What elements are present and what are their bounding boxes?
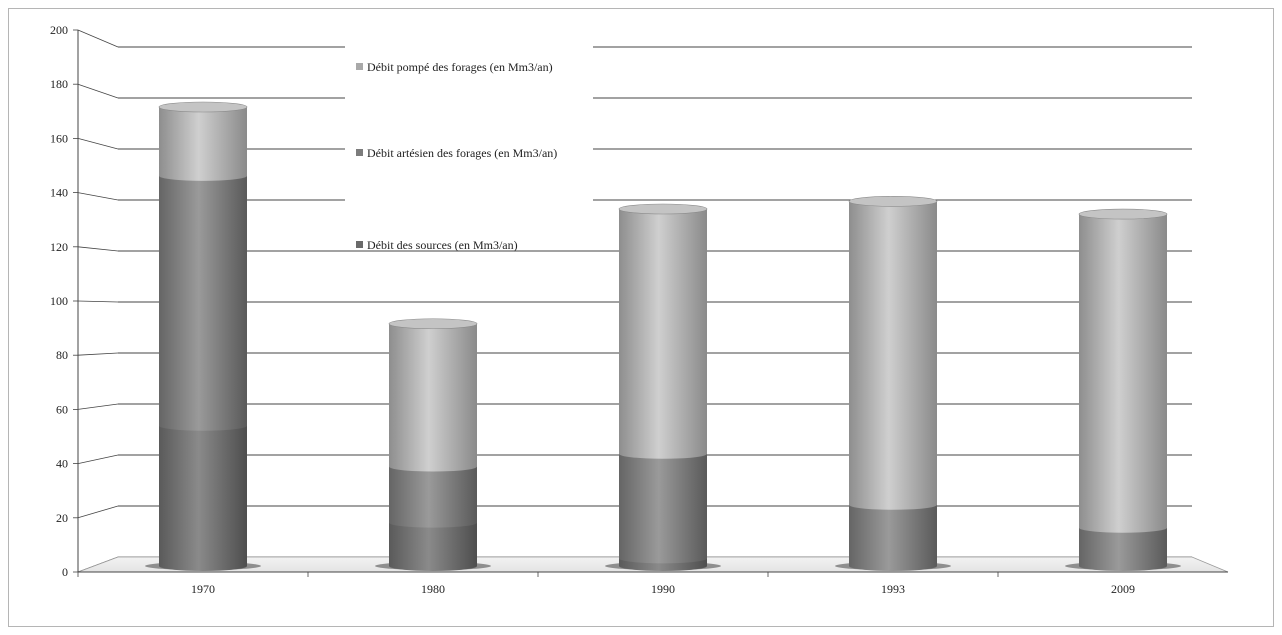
bar-segment-1980-2 xyxy=(389,323,477,472)
bar-segment-1990-2 xyxy=(619,209,707,459)
y-tick-label: 140 xyxy=(50,186,68,200)
bar-body xyxy=(159,107,247,181)
grid-diagonal xyxy=(77,454,119,464)
y-tick-label: 40 xyxy=(56,457,68,471)
bar-top-cap xyxy=(848,196,938,207)
bars-layer xyxy=(145,101,1181,571)
y-tick-label: 80 xyxy=(56,348,68,362)
x-tick-label: 1993 xyxy=(881,582,905,596)
bar-segment-1990-1 xyxy=(619,453,707,564)
bar-body xyxy=(619,453,707,564)
bar-segment-1980-0 xyxy=(389,522,477,571)
bar-segment-1993-2 xyxy=(849,201,937,510)
y-tick-label: 100 xyxy=(50,294,68,308)
legend-swatch xyxy=(356,149,363,156)
bar-body xyxy=(1079,527,1167,571)
bar-segment-1970-0 xyxy=(159,425,247,571)
legend-swatch xyxy=(356,63,363,70)
bar-segment-2009-2 xyxy=(1079,214,1167,533)
x-tick-label: 1970 xyxy=(191,582,215,596)
bar-body xyxy=(389,522,477,571)
legend-swatch xyxy=(356,241,363,248)
bar-body xyxy=(619,209,707,459)
bar-top-cap xyxy=(1078,208,1168,220)
y-tick-label: 20 xyxy=(56,511,68,525)
bar-body xyxy=(849,201,937,510)
bar-segment-1980-1 xyxy=(389,466,477,528)
bar-body xyxy=(389,466,477,528)
grid-diagonal xyxy=(77,403,119,410)
bar-body xyxy=(1079,214,1167,533)
legend: Débit pompé des forages (en Mm3/an) Débit… xyxy=(356,60,557,252)
legend-label: Débit artésien des forages (en Mm3/an) xyxy=(367,146,557,160)
y-tick-label: 200 xyxy=(50,23,68,37)
grid-diagonal xyxy=(77,300,119,303)
bar-segment-1970-2 xyxy=(159,107,247,181)
grid-diagonal xyxy=(77,138,119,150)
grid-diagonal xyxy=(77,352,119,356)
legend-label: Débit pompé des forages (en Mm3/an) xyxy=(367,60,553,74)
y-tick-label: 160 xyxy=(50,131,68,145)
y-tick-label: 60 xyxy=(56,402,68,416)
legend-label: Débit des sources (en Mm3/an) xyxy=(367,238,518,252)
bar-segment-2009-1 xyxy=(1079,527,1167,571)
x-tick-label: 2009 xyxy=(1111,582,1135,596)
bar-segment-1993-1 xyxy=(849,504,937,571)
bar-top-cap xyxy=(388,318,478,330)
grid-diagonal xyxy=(77,192,119,201)
x-tick-label: 1980 xyxy=(421,582,445,596)
bar-body xyxy=(159,425,247,571)
bar-body xyxy=(159,175,247,431)
bar-top-cap xyxy=(158,101,248,113)
y-tick-label: 180 xyxy=(50,77,68,91)
bar-segment-1970-1 xyxy=(159,175,247,431)
y-tick-label: 0 xyxy=(62,565,68,579)
x-tick-label: 1990 xyxy=(651,582,675,596)
bar-top-cap xyxy=(618,203,708,215)
y-tick-label: 120 xyxy=(50,240,68,254)
bar-body xyxy=(849,504,937,571)
bar-body xyxy=(389,323,477,472)
grid-diagonal xyxy=(77,246,119,252)
grid-diagonal xyxy=(77,83,119,99)
grid-diagonal xyxy=(77,505,119,519)
grid-diagonal xyxy=(77,29,119,48)
